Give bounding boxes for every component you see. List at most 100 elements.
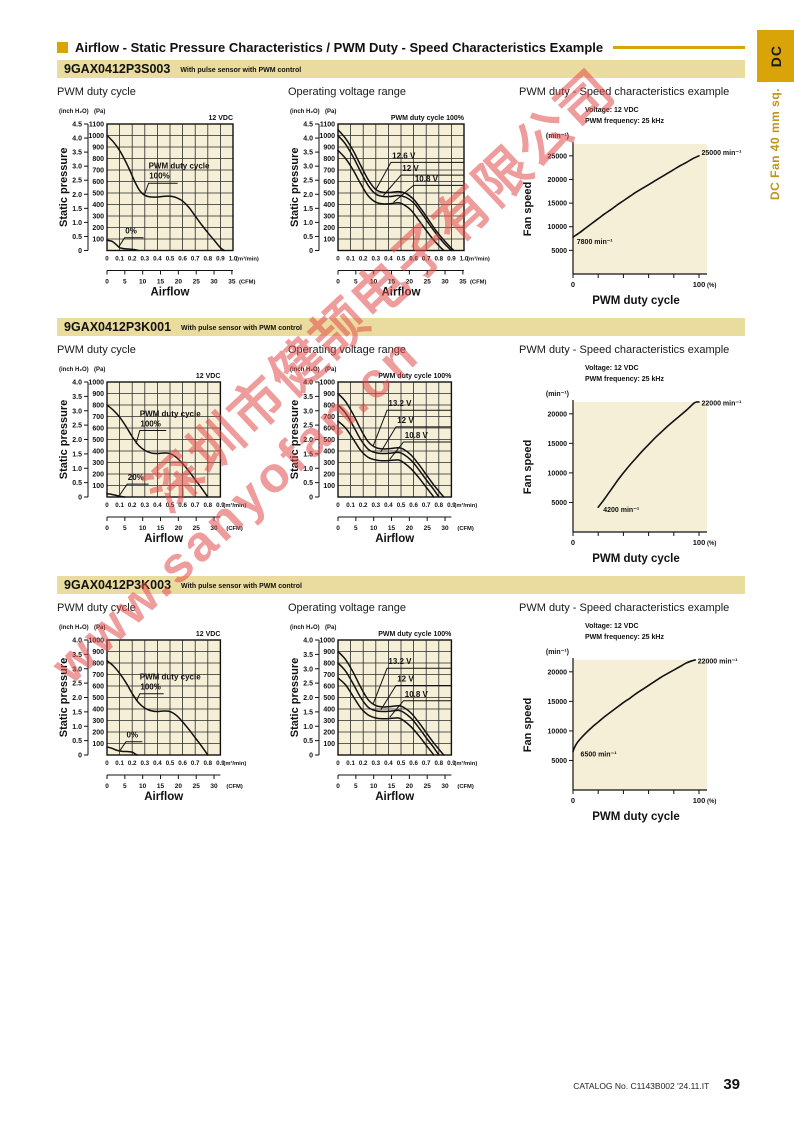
svg-text:900: 900 [92,145,104,152]
svg-text:2.0: 2.0 [303,695,313,702]
svg-text:5000: 5000 [551,758,567,765]
svg-text:1.5: 1.5 [72,709,82,716]
svg-text:900: 900 [92,649,104,656]
model-name: 9GAX0412P3K001 [64,320,172,334]
svg-text:4.0: 4.0 [303,380,313,387]
svg-text:5000: 5000 [551,500,567,507]
svg-text:2.5: 2.5 [303,423,313,430]
svg-text:0.8: 0.8 [434,256,443,263]
svg-text:(min⁻¹): (min⁻¹) [546,649,569,656]
svg-text:12 VDC: 12 VDC [196,631,221,638]
svg-text:(%): (%) [707,283,716,289]
svg-text:0.8: 0.8 [203,502,212,509]
svg-text:0.3: 0.3 [371,760,380,767]
model-bar: 9GAX0412P3K003 With pulse sensor with PW… [57,576,745,594]
svg-text:0.1: 0.1 [115,760,124,767]
svg-text:1000: 1000 [319,380,335,387]
svg-text:300: 300 [92,718,104,725]
svg-text:25: 25 [193,279,201,286]
svg-text:0: 0 [571,280,575,289]
svg-text:500: 500 [92,695,104,702]
charts-row: PWM duty cycle (inch H₂O) (Pa) 12 VDC 100 20… [57,78,745,312]
airflow-pressure-chart-voltage-range: (inch H₂O) (Pa) PWM duty cycle 100% 100 200 3… [288,616,516,805]
svg-text:35: 35 [228,279,236,286]
svg-text:0.4: 0.4 [153,256,162,263]
svg-text:5000: 5000 [551,248,567,255]
svg-text:0: 0 [105,279,109,286]
svg-text:0.9: 0.9 [216,256,225,263]
catalog-number: CATALOG No. C1143B002 '24.11.IT [573,1081,710,1091]
svg-text:Airflow: Airflow [375,533,414,545]
chart-col: PWM duty - Speed characteristics example… [519,78,745,312]
svg-text:Static pressure: Static pressure [289,148,301,227]
svg-text:0.4: 0.4 [153,760,162,767]
svg-text:0%: 0% [127,731,139,740]
svg-text:Static pressure: Static pressure [289,658,301,737]
svg-text:700: 700 [92,414,104,421]
svg-text:15000: 15000 [548,201,568,208]
svg-text:400: 400 [92,449,104,456]
svg-text:(m³/min): (m³/min) [454,502,477,509]
svg-text:2.5: 2.5 [303,178,313,185]
svg-text:PWM duty cycle 100%: PWM duty cycle 100% [391,115,465,122]
svg-text:800: 800 [92,661,104,668]
svg-text:1.0: 1.0 [72,466,82,473]
svg-text:0.7: 0.7 [422,502,431,509]
svg-text:PWM duty cycle: PWM duty cycle [149,161,210,170]
svg-text:PWM frequency: 25 kHz: PWM frequency: 25 kHz [585,376,664,383]
svg-text:30: 30 [441,525,449,532]
svg-text:22000 min⁻¹: 22000 min⁻¹ [702,401,743,408]
chart-title: PWM duty - Speed characteristics example [519,602,730,614]
chart-col: PWM duty - Speed characteristics example… [519,336,745,570]
svg-text:20: 20 [406,525,414,532]
svg-text:700: 700 [92,168,104,175]
svg-text:2.0: 2.0 [303,192,313,199]
pwm-duty-speed-chart: Voltage: 12 VDC PWM frequency: 25 kHz (min… [519,616,745,828]
svg-text:4.5: 4.5 [303,122,313,129]
svg-text:300: 300 [92,460,104,467]
svg-text:10: 10 [370,525,378,532]
chart-title: PWM duty cycle [57,86,136,98]
svg-text:4200 min⁻¹: 4200 min⁻¹ [603,507,640,514]
svg-text:5: 5 [123,279,127,286]
svg-text:(min⁻¹): (min⁻¹) [546,133,569,140]
svg-text:0: 0 [78,248,82,255]
svg-text:100: 100 [323,483,335,490]
svg-text:2.0: 2.0 [72,192,82,199]
svg-text:0.1: 0.1 [346,760,355,767]
svg-text:25: 25 [424,783,432,790]
svg-text:200: 200 [92,225,104,232]
svg-text:100%: 100% [140,419,160,428]
svg-text:3.5: 3.5 [72,652,82,659]
svg-text:1000: 1000 [88,638,104,645]
svg-text:Voltage: 12 VDC: Voltage: 12 VDC [585,365,639,372]
svg-text:1.0: 1.0 [303,466,313,473]
svg-text:500: 500 [92,437,104,444]
svg-text:20: 20 [175,279,183,286]
svg-text:100: 100 [323,237,335,244]
svg-text:0: 0 [336,760,340,767]
svg-text:0.1: 0.1 [346,502,355,509]
svg-text:0.7: 0.7 [191,502,200,509]
svg-text:0: 0 [336,256,340,263]
page-number: 39 [723,1076,740,1093]
svg-text:(Pa): (Pa) [94,109,105,115]
svg-text:0.5: 0.5 [72,234,82,241]
svg-text:0%: 0% [125,226,137,235]
svg-text:15: 15 [388,525,396,532]
svg-text:0.6: 0.6 [409,502,418,509]
svg-text:0: 0 [336,525,340,532]
chart-title: PWM duty - Speed characteristics example [519,86,730,98]
svg-text:(inch H₂O): (inch H₂O) [59,367,89,373]
svg-text:0.4: 0.4 [153,502,162,509]
svg-text:0.6: 0.6 [409,760,418,767]
section-model-2: 9GAX0412P3K001 With pulse sensor with PW… [57,318,745,570]
svg-text:(min⁻¹): (min⁻¹) [546,391,569,398]
svg-text:15: 15 [157,279,165,286]
svg-text:25: 25 [193,783,201,790]
svg-text:0.7: 0.7 [191,760,200,767]
svg-text:0.3: 0.3 [140,256,149,263]
dc-tab-label: DC [767,44,784,68]
svg-text:30: 30 [210,279,218,286]
svg-text:(m³/min): (m³/min) [454,760,477,767]
